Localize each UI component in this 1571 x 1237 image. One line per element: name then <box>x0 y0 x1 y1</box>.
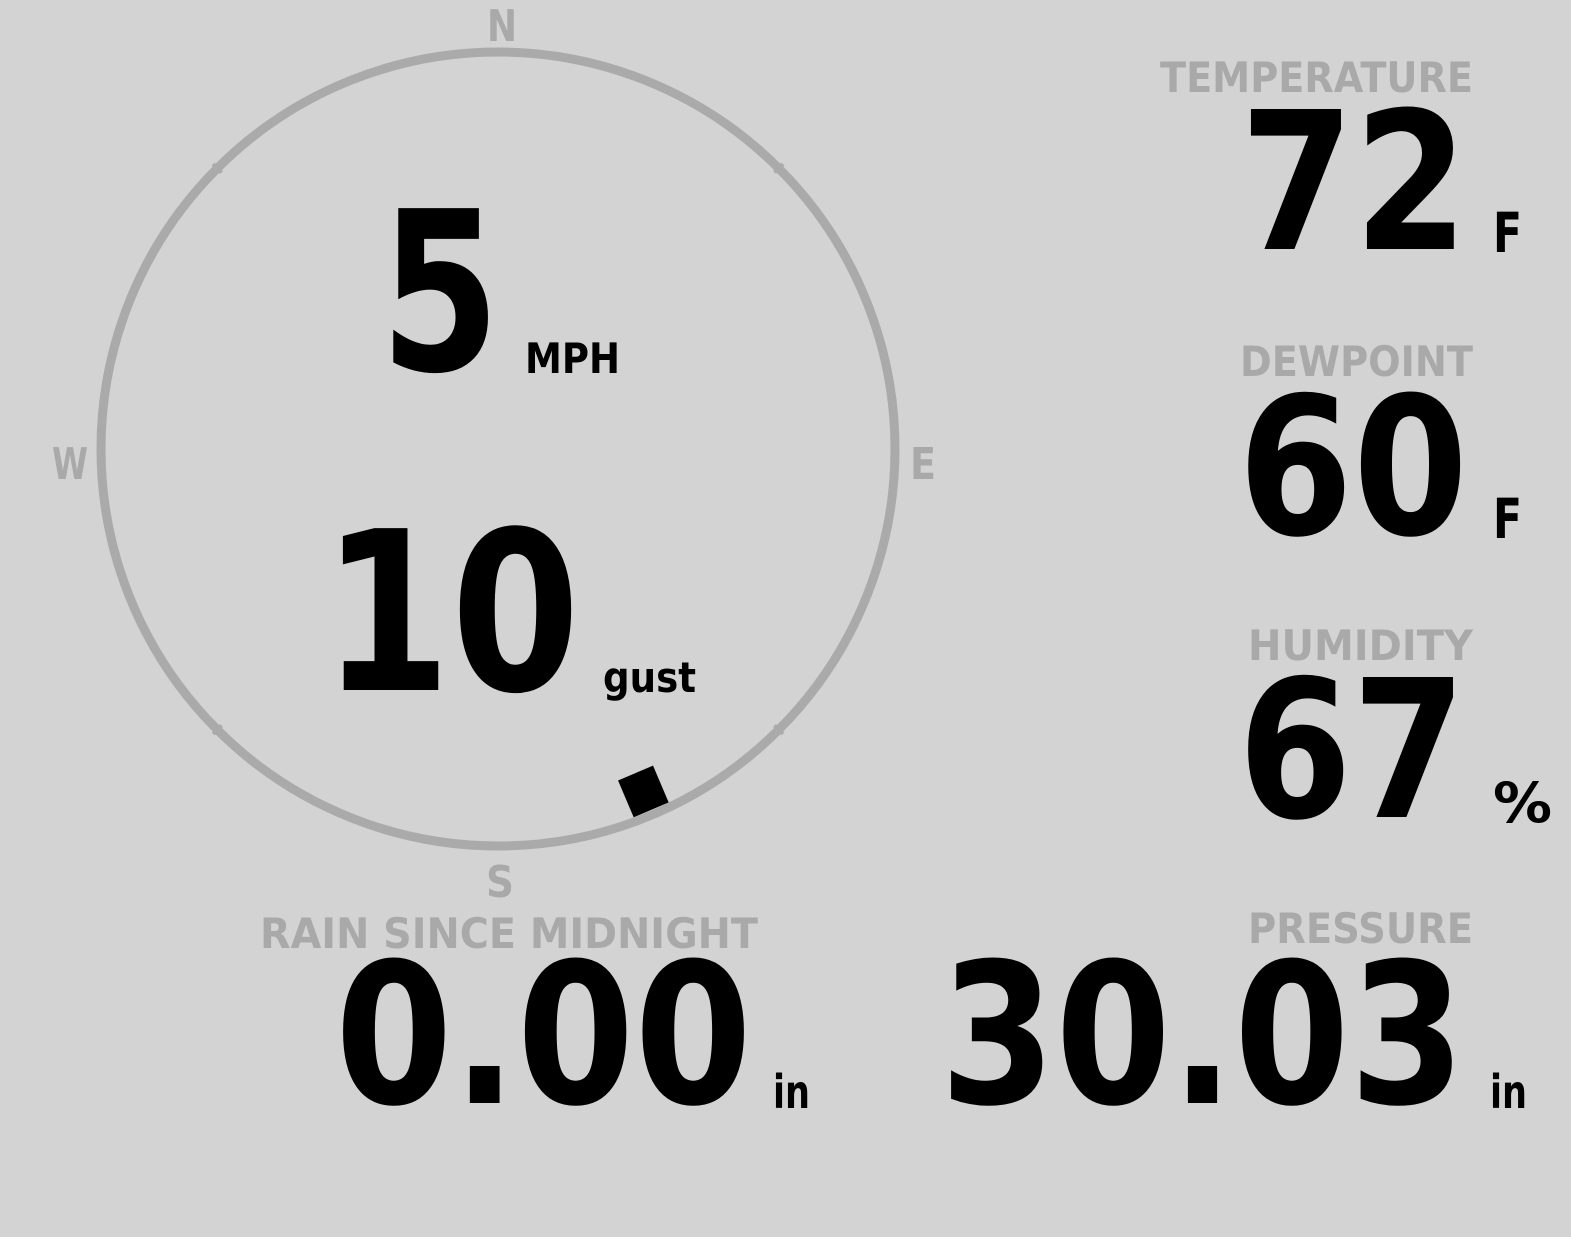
compass-ring <box>96 47 900 851</box>
compass-south: S <box>486 857 514 909</box>
rain-unit: in <box>773 1064 810 1119</box>
compass-tick <box>211 724 223 736</box>
compass-west: W <box>52 439 88 491</box>
compass-tick <box>773 162 785 174</box>
pressure-value: 30.03 <box>940 921 1465 1150</box>
compass-ticks <box>211 162 785 736</box>
rain-label: RAIN SINCE MIDNIGHT <box>260 908 758 958</box>
gust-label: gust <box>603 652 696 702</box>
compass-east: E <box>910 439 936 491</box>
dewpoint-value: 60 <box>1238 356 1468 580</box>
pressure-unit: in <box>1490 1064 1527 1119</box>
humidity-unit: % <box>1493 770 1552 835</box>
gust-value: 10 <box>322 485 580 744</box>
wind-speed-unit: MPH <box>525 333 620 383</box>
compass-tick <box>773 724 785 736</box>
rain-value: 0.00 <box>335 921 752 1150</box>
wind-direction-marker <box>618 765 669 818</box>
temperature-unit: F <box>1493 200 1522 265</box>
temperature-label: TEMPERATURE <box>1160 52 1473 102</box>
dewpoint-unit: F <box>1493 486 1522 551</box>
humidity-label: HUMIDITY <box>1248 620 1473 670</box>
compass-north: N <box>487 1 517 53</box>
temperature-value: 72 <box>1240 71 1468 295</box>
dewpoint-label: DEWPOINT <box>1240 336 1473 386</box>
pressure-label: PRESSURE <box>1248 903 1473 953</box>
humidity-value: 67 <box>1238 639 1466 863</box>
wind-speed-value: 5 <box>380 165 500 424</box>
compass-tick <box>211 162 223 174</box>
